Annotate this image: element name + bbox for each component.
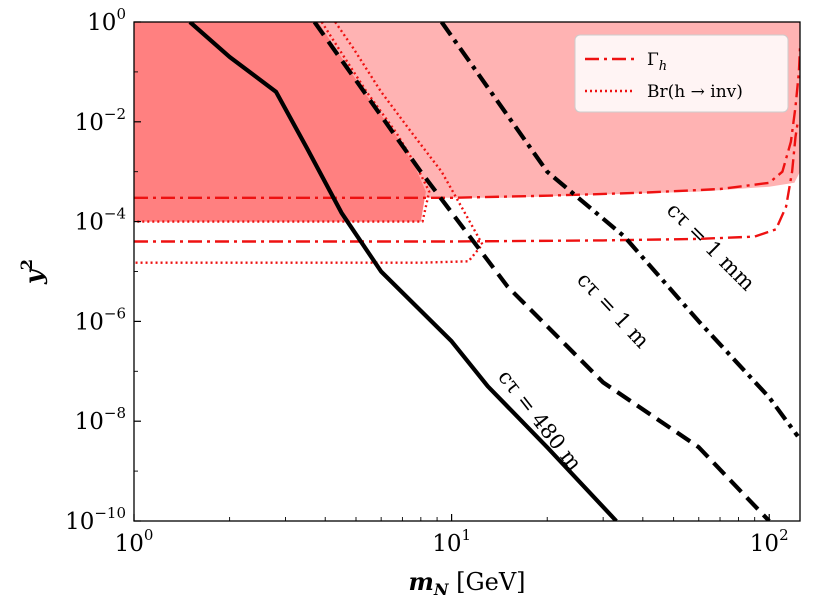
legend-label-gamma: Γh <box>647 50 667 74</box>
ctau-480m-label: cτ = 480 m <box>493 365 586 475</box>
ctau-1mm-line <box>439 22 800 438</box>
y-tick-label: 10−4 <box>75 205 126 236</box>
y-tick-label: 10−10 <box>65 504 126 535</box>
y-tick-label: 100 <box>87 5 126 36</box>
gamma-upper-line <box>134 48 800 200</box>
x-axis-title: mN [GeV] <box>408 567 525 599</box>
legend-box <box>574 34 789 113</box>
br-excluded-region <box>134 22 426 222</box>
ctau-1mm-label: cτ = 1 mm <box>662 198 760 296</box>
y-tick-label: 10−2 <box>75 105 126 136</box>
x-tick-label: 102 <box>750 526 789 557</box>
legend-label-br: Br(h → inv) <box>647 82 743 102</box>
y-tick-label: 10−8 <box>75 404 126 435</box>
ctau-1m-label: cτ = 1 m <box>572 268 654 353</box>
y-axis-title: y2 <box>17 259 48 285</box>
ctau-1m-line <box>312 22 771 521</box>
ctau-480m-line <box>188 22 618 521</box>
x-tick-label: 101 <box>432 526 471 557</box>
x-tick-label: 100 <box>115 526 154 557</box>
y-tick-label: 10−6 <box>75 304 126 335</box>
gamma-lower-line <box>134 121 799 243</box>
